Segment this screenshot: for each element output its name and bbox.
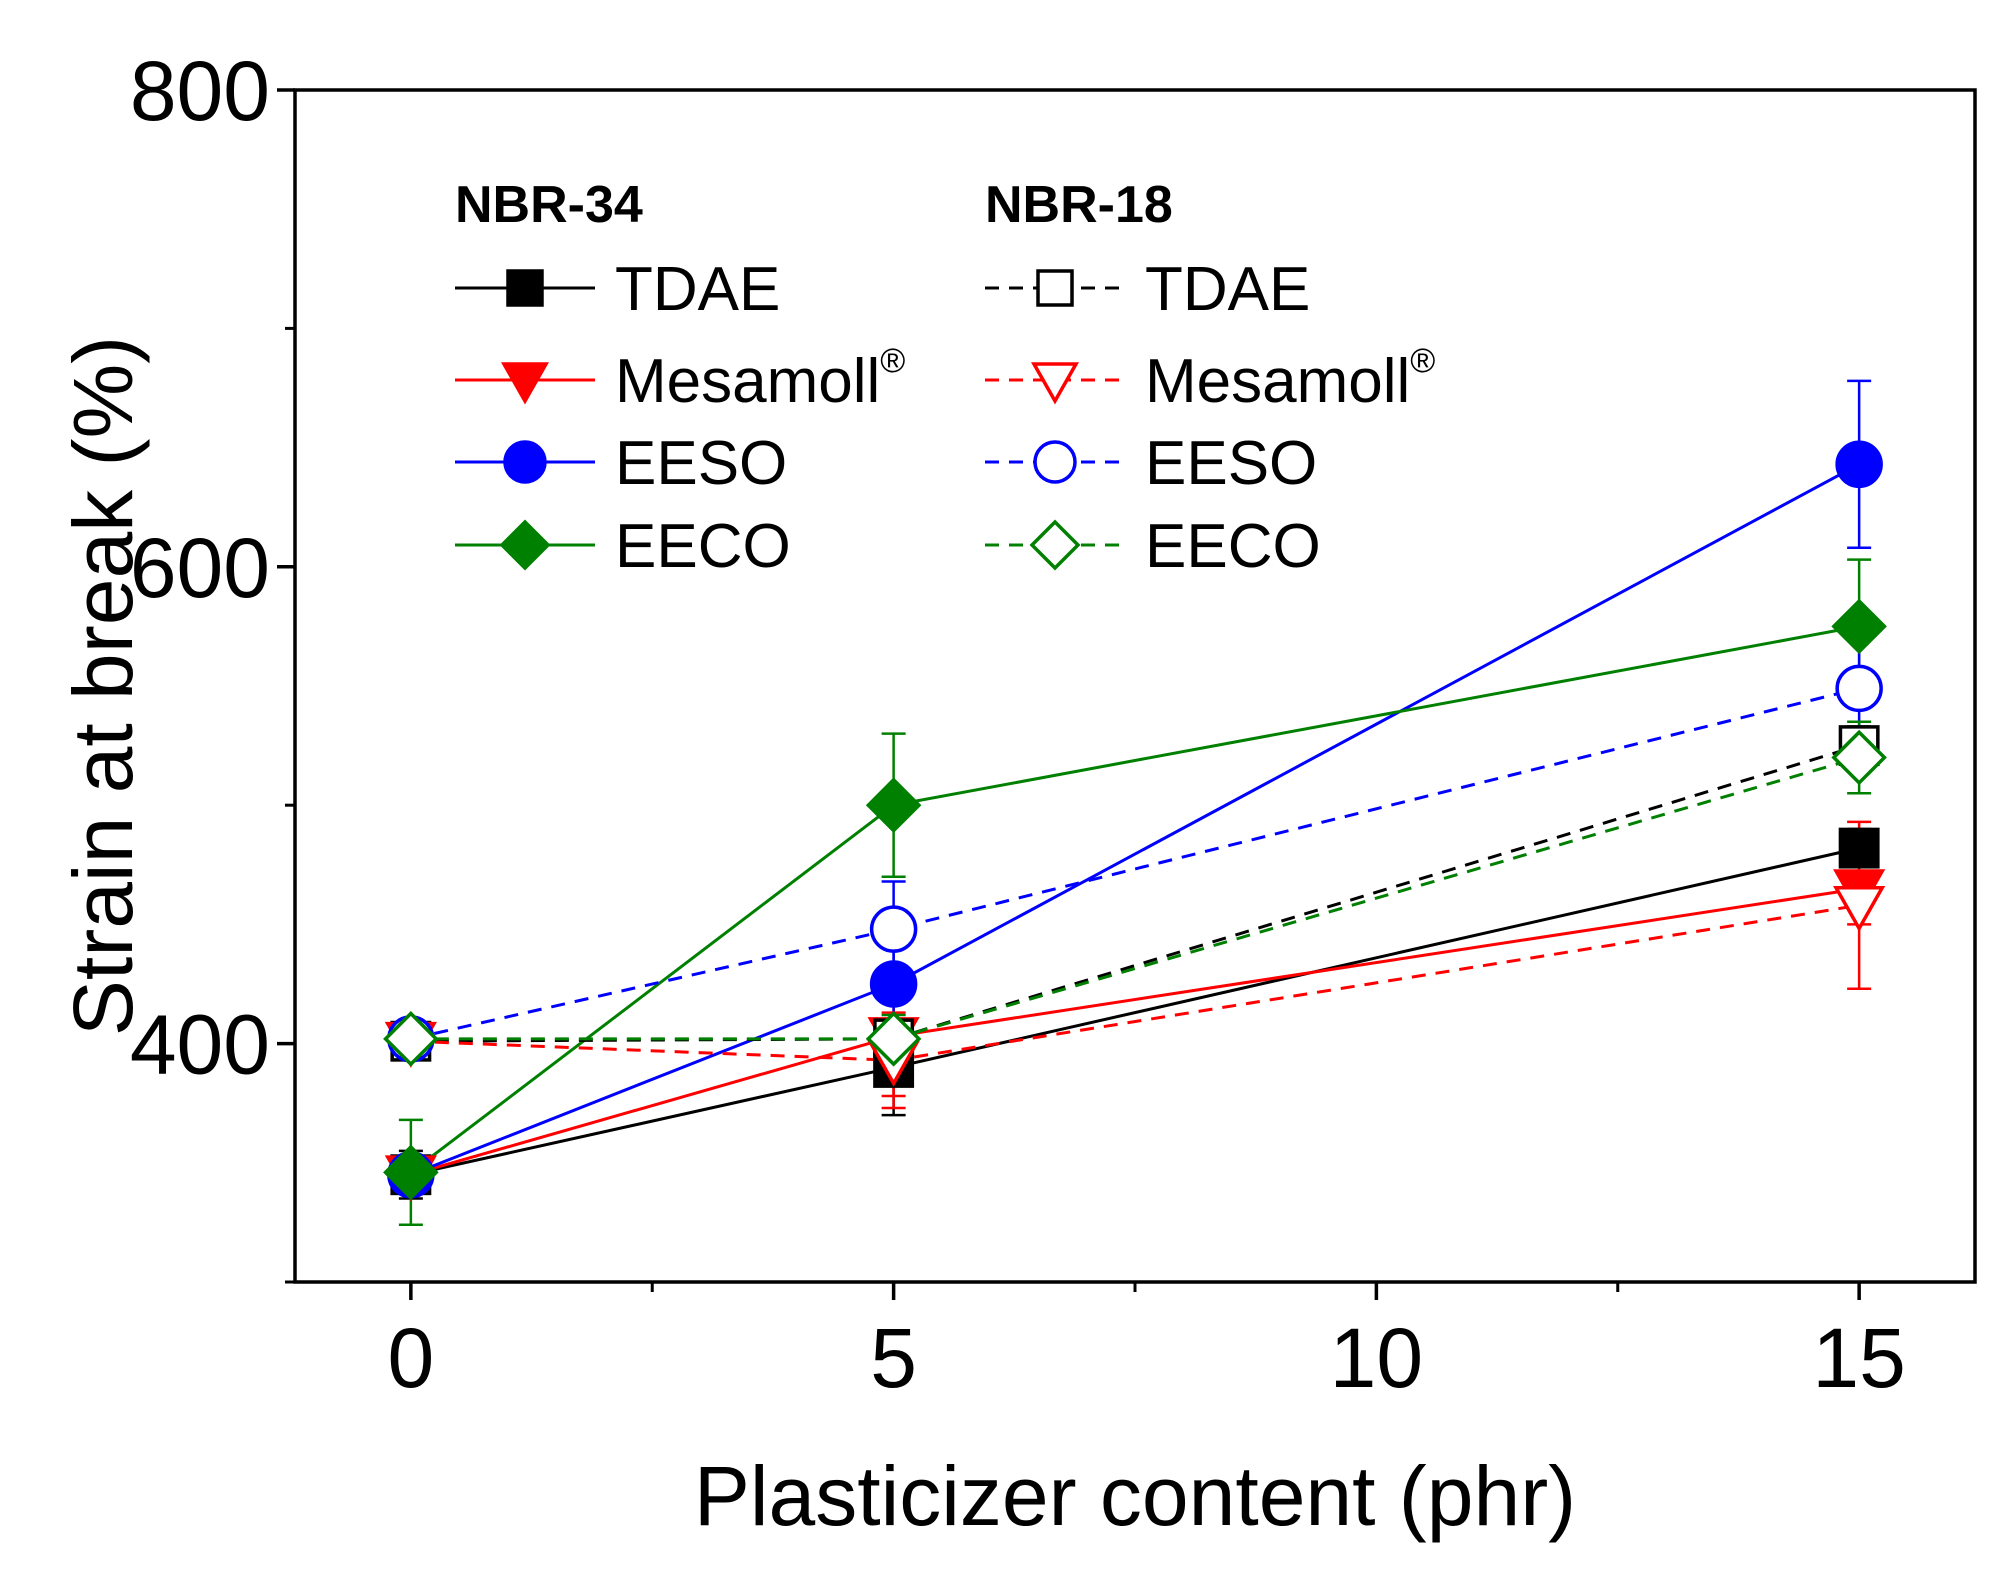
y-tick-label: 800: [130, 44, 270, 138]
legend-label-nbr-34-tdae: TDAE: [615, 255, 780, 324]
legend-marker-nbr-34-eeco: [499, 519, 551, 571]
legend-label-nbr-34-eeco: EECO: [615, 512, 791, 581]
legend-label-nbr-18-mesamoll: Mesamoll®: [1145, 342, 1435, 416]
y-axis-title: Strain at break (%): [56, 336, 150, 1036]
x-axis-title: Plasticizer content (phr): [694, 1449, 1576, 1543]
y-tick-label: 600: [130, 521, 270, 615]
legend-marker-nbr-34-mesamoll: [500, 362, 550, 405]
series-markers: [383, 440, 1887, 1202]
legend-marker-nbr-34-eeso: [503, 440, 547, 484]
legend-header-nbr-18: NBR-18: [985, 176, 1173, 234]
legend-marker-nbr-18-mesamoll: [1030, 362, 1080, 405]
legend-label-nbr-18-eeco: EECO: [1145, 512, 1321, 581]
legend-label-nbr-34-mesamoll: Mesamoll®: [615, 342, 905, 416]
point-nbr-18-eeso: [869, 905, 918, 953]
x-tick-label: 10: [1330, 1311, 1423, 1405]
legend: NBR-34 NBR-18 TDAE Mesamoll® EESO EECO TDAE M…: [455, 176, 1435, 581]
x-tick-label: 0: [388, 1311, 435, 1405]
legend-header-nbr-34: NBR-34: [455, 176, 643, 234]
point-nbr-18-eeso: [1835, 664, 1883, 713]
legend-marker-nbr-18-eeso: [1033, 440, 1077, 484]
point-nbr-34-eeco: [383, 1144, 439, 1201]
line-nbr-18-eeso: [410, 686, 1860, 1041]
point-nbr-18-eeco: [865, 1011, 922, 1067]
point-nbr-18-eeco: [1831, 729, 1887, 786]
point-nbr-18-mesamoll: [1833, 885, 1886, 932]
x-tick-label: 5: [870, 1311, 917, 1405]
point-nbr-34-eeco: [865, 777, 922, 833]
point-nbr-34-eeso: [1835, 440, 1883, 489]
legend-marker-nbr-34-tdae: [506, 269, 544, 307]
legend-label-nbr-18-tdae: TDAE: [1145, 255, 1310, 324]
point-nbr-34-tdae: [1838, 827, 1880, 869]
legend-marker-nbr-18-eeco: [1029, 519, 1081, 571]
point-nbr-34-eeso: [869, 960, 918, 1008]
x-tick-label: 15: [1812, 1311, 1905, 1405]
y-tick-label: 400: [130, 998, 270, 1092]
legend-marker-nbr-18-tdae: [1036, 269, 1074, 307]
legend-label-nbr-34-eeso: EESO: [615, 429, 787, 498]
legend-label-nbr-18-eeso: EESO: [1145, 429, 1317, 498]
point-nbr-18-eeco: [383, 1011, 439, 1067]
point-nbr-34-eeco: [1831, 598, 1887, 655]
axis-ticks: 0 5 10 15 400 600 800: [130, 44, 1906, 1405]
